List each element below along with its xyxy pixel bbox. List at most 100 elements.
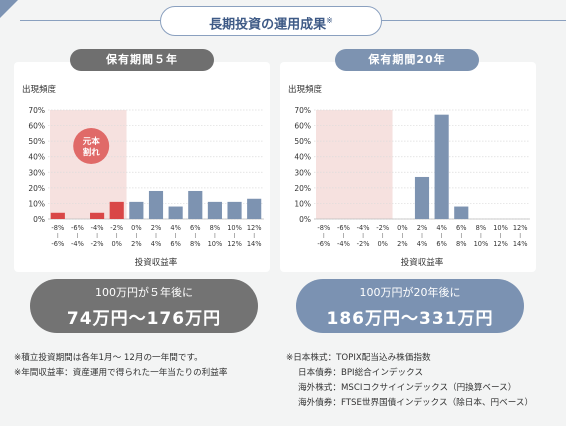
x-tick-label: -2% [376, 224, 389, 232]
footnote-japan-bond: 日本債券：BPI総合インデックス [298, 368, 424, 378]
x-tick-label: -8% [317, 224, 330, 232]
footnote-foreign-bond: 海外債券：FTSE世界国債インデックス（除日本、円ベース） [298, 398, 534, 408]
result-pill-5y: 100万円が５年後に 74万円〜176万円 [30, 279, 258, 333]
x-tick-label: 6% [436, 240, 446, 248]
x-tick-label: -6% [71, 224, 84, 232]
principal-loss-badge [73, 128, 110, 164]
result-pill-20y: 100万円が20年後に 186万円〜331万円 [296, 279, 524, 333]
bar [454, 206, 469, 219]
x-tick-label: -8% [51, 224, 64, 232]
x-tick-label: 0% [131, 224, 141, 232]
footnote-japan-stock: ※日本株式：TOPIX配当込み株価指数 [286, 353, 431, 363]
page-title-text: 長期投資の運用成果 [209, 17, 327, 33]
y-tick-label: 10% [28, 199, 45, 208]
y-tick-label: 70% [294, 106, 311, 115]
x-tick-label: 8% [476, 224, 486, 232]
result-caption-5y: 100万円が５年後に [95, 286, 193, 299]
y-tick-label: 20% [28, 184, 45, 193]
x-tick-label: 4% [170, 224, 180, 232]
y-tick-label: 40% [28, 153, 45, 162]
loss-zone-shading [50, 110, 127, 219]
chart-panel-5y: 出現頻度 0% 10% 20% 30% 40% 50% 60% 70% -8% -6% -6% -4% -… [14, 62, 270, 272]
y-tick-label: 50% [294, 137, 311, 146]
bar [129, 201, 144, 219]
y-tick-label: 30% [28, 168, 45, 177]
x-tick-label: 10% [227, 224, 242, 232]
x-tick-label: 8% [210, 224, 220, 232]
x-tick-label: 12% [493, 240, 508, 248]
corner-accent [0, 0, 18, 18]
x-axis-label: 投資収益率 [401, 257, 444, 268]
x-tick-label: 2% [417, 224, 427, 232]
y-tick-label: 30% [294, 168, 311, 177]
y-tick-label: 0% [33, 215, 45, 224]
bar [90, 212, 105, 219]
y-tick-label: 70% [28, 106, 45, 115]
x-tick-label: 10% [208, 240, 223, 248]
chart-panel-20y: 出現頻度 0% 10% 20% 30% 40% 50% 60% 70% -8% -6% -6% -4% -… [280, 62, 536, 272]
x-tick-label: -2% [110, 224, 123, 232]
badge-text-line1: 元本 [83, 136, 101, 147]
y-axis-label: 出現頻度 [22, 84, 57, 95]
result-caption-20y: 100万円が20年後に [359, 286, 461, 299]
x-tick-label: -2% [91, 240, 104, 248]
bar [434, 114, 449, 219]
x-tick-label: 6% [190, 224, 200, 232]
y-tick-label: 60% [294, 122, 311, 131]
y-tick-label: 10% [294, 199, 311, 208]
x-tick-label: 0% [377, 240, 387, 248]
bar [148, 190, 164, 219]
x-tick-label: 12% [247, 224, 262, 232]
x-tick-label: 0% [397, 224, 407, 232]
footnote-foreign-stock: 海外株式：MSCIコクサイインデックス（円換算ベース） [298, 383, 517, 393]
x-tick-label: 4% [417, 240, 427, 248]
x-tick-label: -4% [357, 224, 370, 232]
x-tick-label: -4% [71, 240, 84, 248]
y-tick-label: 40% [294, 153, 311, 162]
result-range-5y: 74万円〜176万円 [66, 309, 222, 329]
bar [227, 201, 242, 219]
x-tick-label: 6% [456, 224, 466, 232]
x-tick-label: 8% [456, 240, 466, 248]
bar [168, 206, 183, 219]
x-tick-label: 2% [151, 224, 161, 232]
title-footnote-mark: ※ [326, 16, 333, 25]
footnote-return: ※年間収益率：資産運用で得られた一年当たりの利益率 [14, 368, 228, 378]
y-tick-label: 50% [28, 137, 45, 146]
x-tick-label: -6% [51, 240, 64, 248]
x-tick-label: -4% [337, 240, 350, 248]
x-tick-label: 0% [111, 240, 121, 248]
footnotes-left: ※積立投資期間は各年1月〜 12月の一年間です。 ※年間収益率：資産運用で得られ… [14, 351, 227, 381]
x-tick-label: 2% [131, 240, 141, 248]
result-range-20y: 186万円〜331万円 [326, 309, 494, 329]
bar [188, 190, 203, 219]
tab-holding-20y: 保有期間20年 [335, 49, 479, 71]
x-axis-label: 投資収益率 [135, 257, 178, 268]
x-tick-label: 4% [436, 224, 446, 232]
y-tick-label: 20% [294, 184, 311, 193]
x-tick-label: -6% [317, 240, 330, 248]
bar [109, 201, 124, 219]
x-tick-label: 14% [513, 240, 528, 248]
x-tick-label: 6% [170, 240, 180, 248]
bar [414, 176, 430, 219]
x-tick-label: 4% [151, 240, 161, 248]
footnotes-right: ※日本株式：TOPIX配当込み株価指数 日本債券：BPI総合インデックス 海外株… [286, 351, 533, 411]
badge-text-line2: 割れ [83, 147, 101, 158]
x-tick-label: 10% [474, 240, 489, 248]
histogram-5y: 出現頻度0%10%20%30%40%50%60%70%-8%-6%-6%-4%-… [22, 84, 264, 268]
y-axis-label: 出現頻度 [288, 84, 323, 95]
loss-zone-shading [316, 110, 393, 219]
x-tick-label: -4% [91, 224, 104, 232]
y-tick-label: 0% [299, 215, 311, 224]
bar [207, 201, 222, 219]
bar [50, 212, 65, 219]
y-tick-label: 60% [28, 122, 45, 131]
x-tick-label: 12% [227, 240, 242, 248]
page-title: 長期投資の運用成果※ [160, 6, 382, 36]
bar [247, 198, 262, 219]
x-tick-label: 8% [190, 240, 200, 248]
x-tick-label: 14% [247, 240, 262, 248]
x-tick-label: 2% [397, 240, 407, 248]
x-tick-label: 12% [513, 224, 528, 232]
